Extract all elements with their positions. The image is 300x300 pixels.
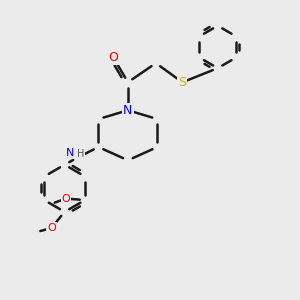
Text: N: N xyxy=(66,148,75,158)
Text: H: H xyxy=(76,149,84,159)
Text: O: O xyxy=(108,51,118,64)
Text: O: O xyxy=(47,223,56,233)
Text: N: N xyxy=(123,104,133,117)
Text: S: S xyxy=(178,76,186,89)
Text: O: O xyxy=(61,194,70,204)
